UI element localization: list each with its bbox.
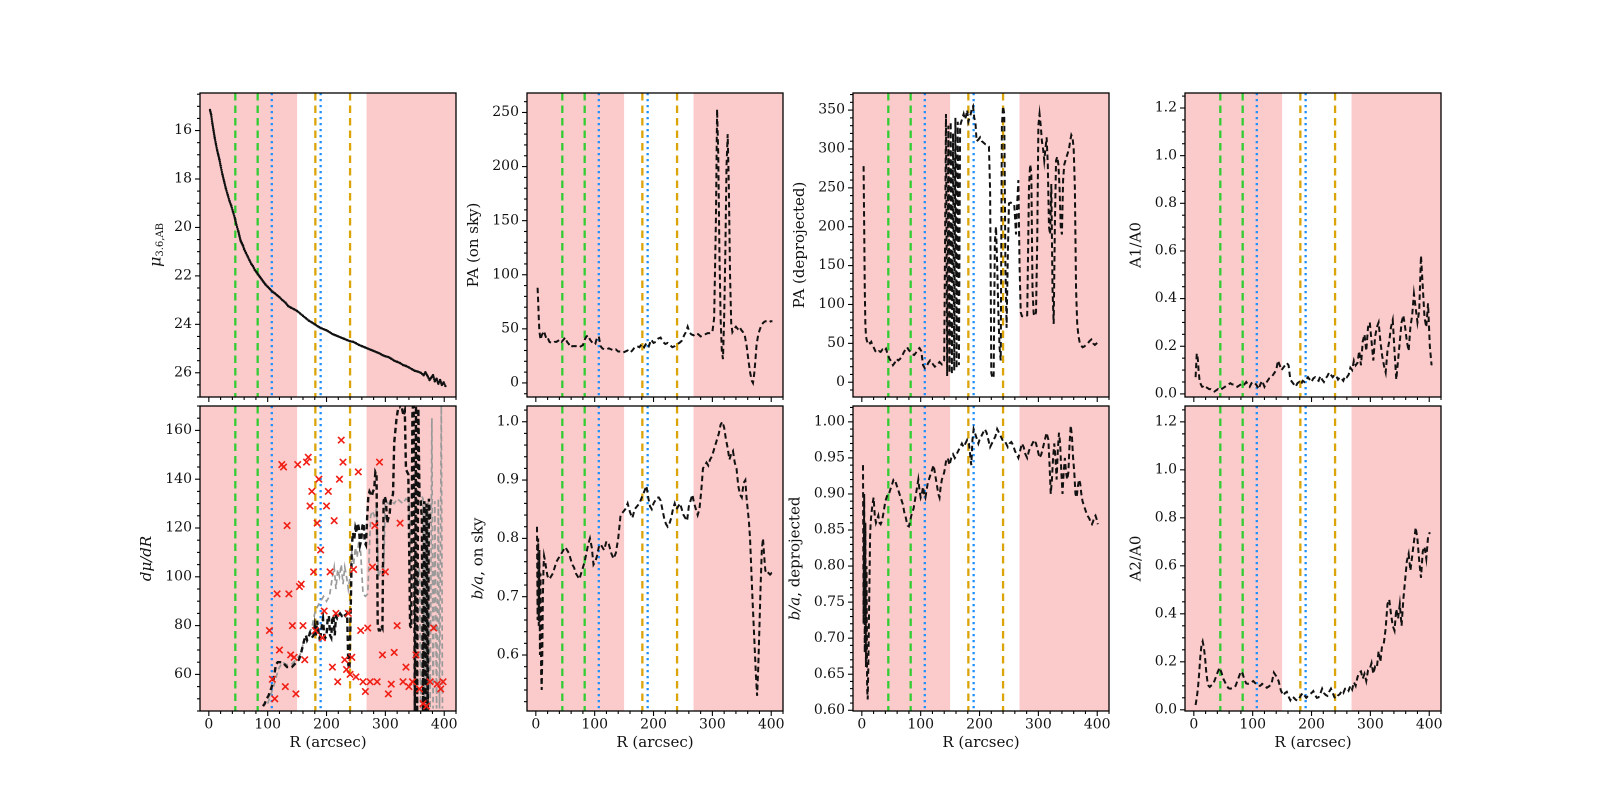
x-axis-label-col3: R (arcsec) [942, 733, 1020, 751]
x-axis-label-col1: R (arcsec) [289, 733, 367, 751]
x-axis-label-col4: R (arcsec) [1274, 733, 1352, 751]
x-axis-label-col2: R (arcsec) [616, 733, 694, 751]
